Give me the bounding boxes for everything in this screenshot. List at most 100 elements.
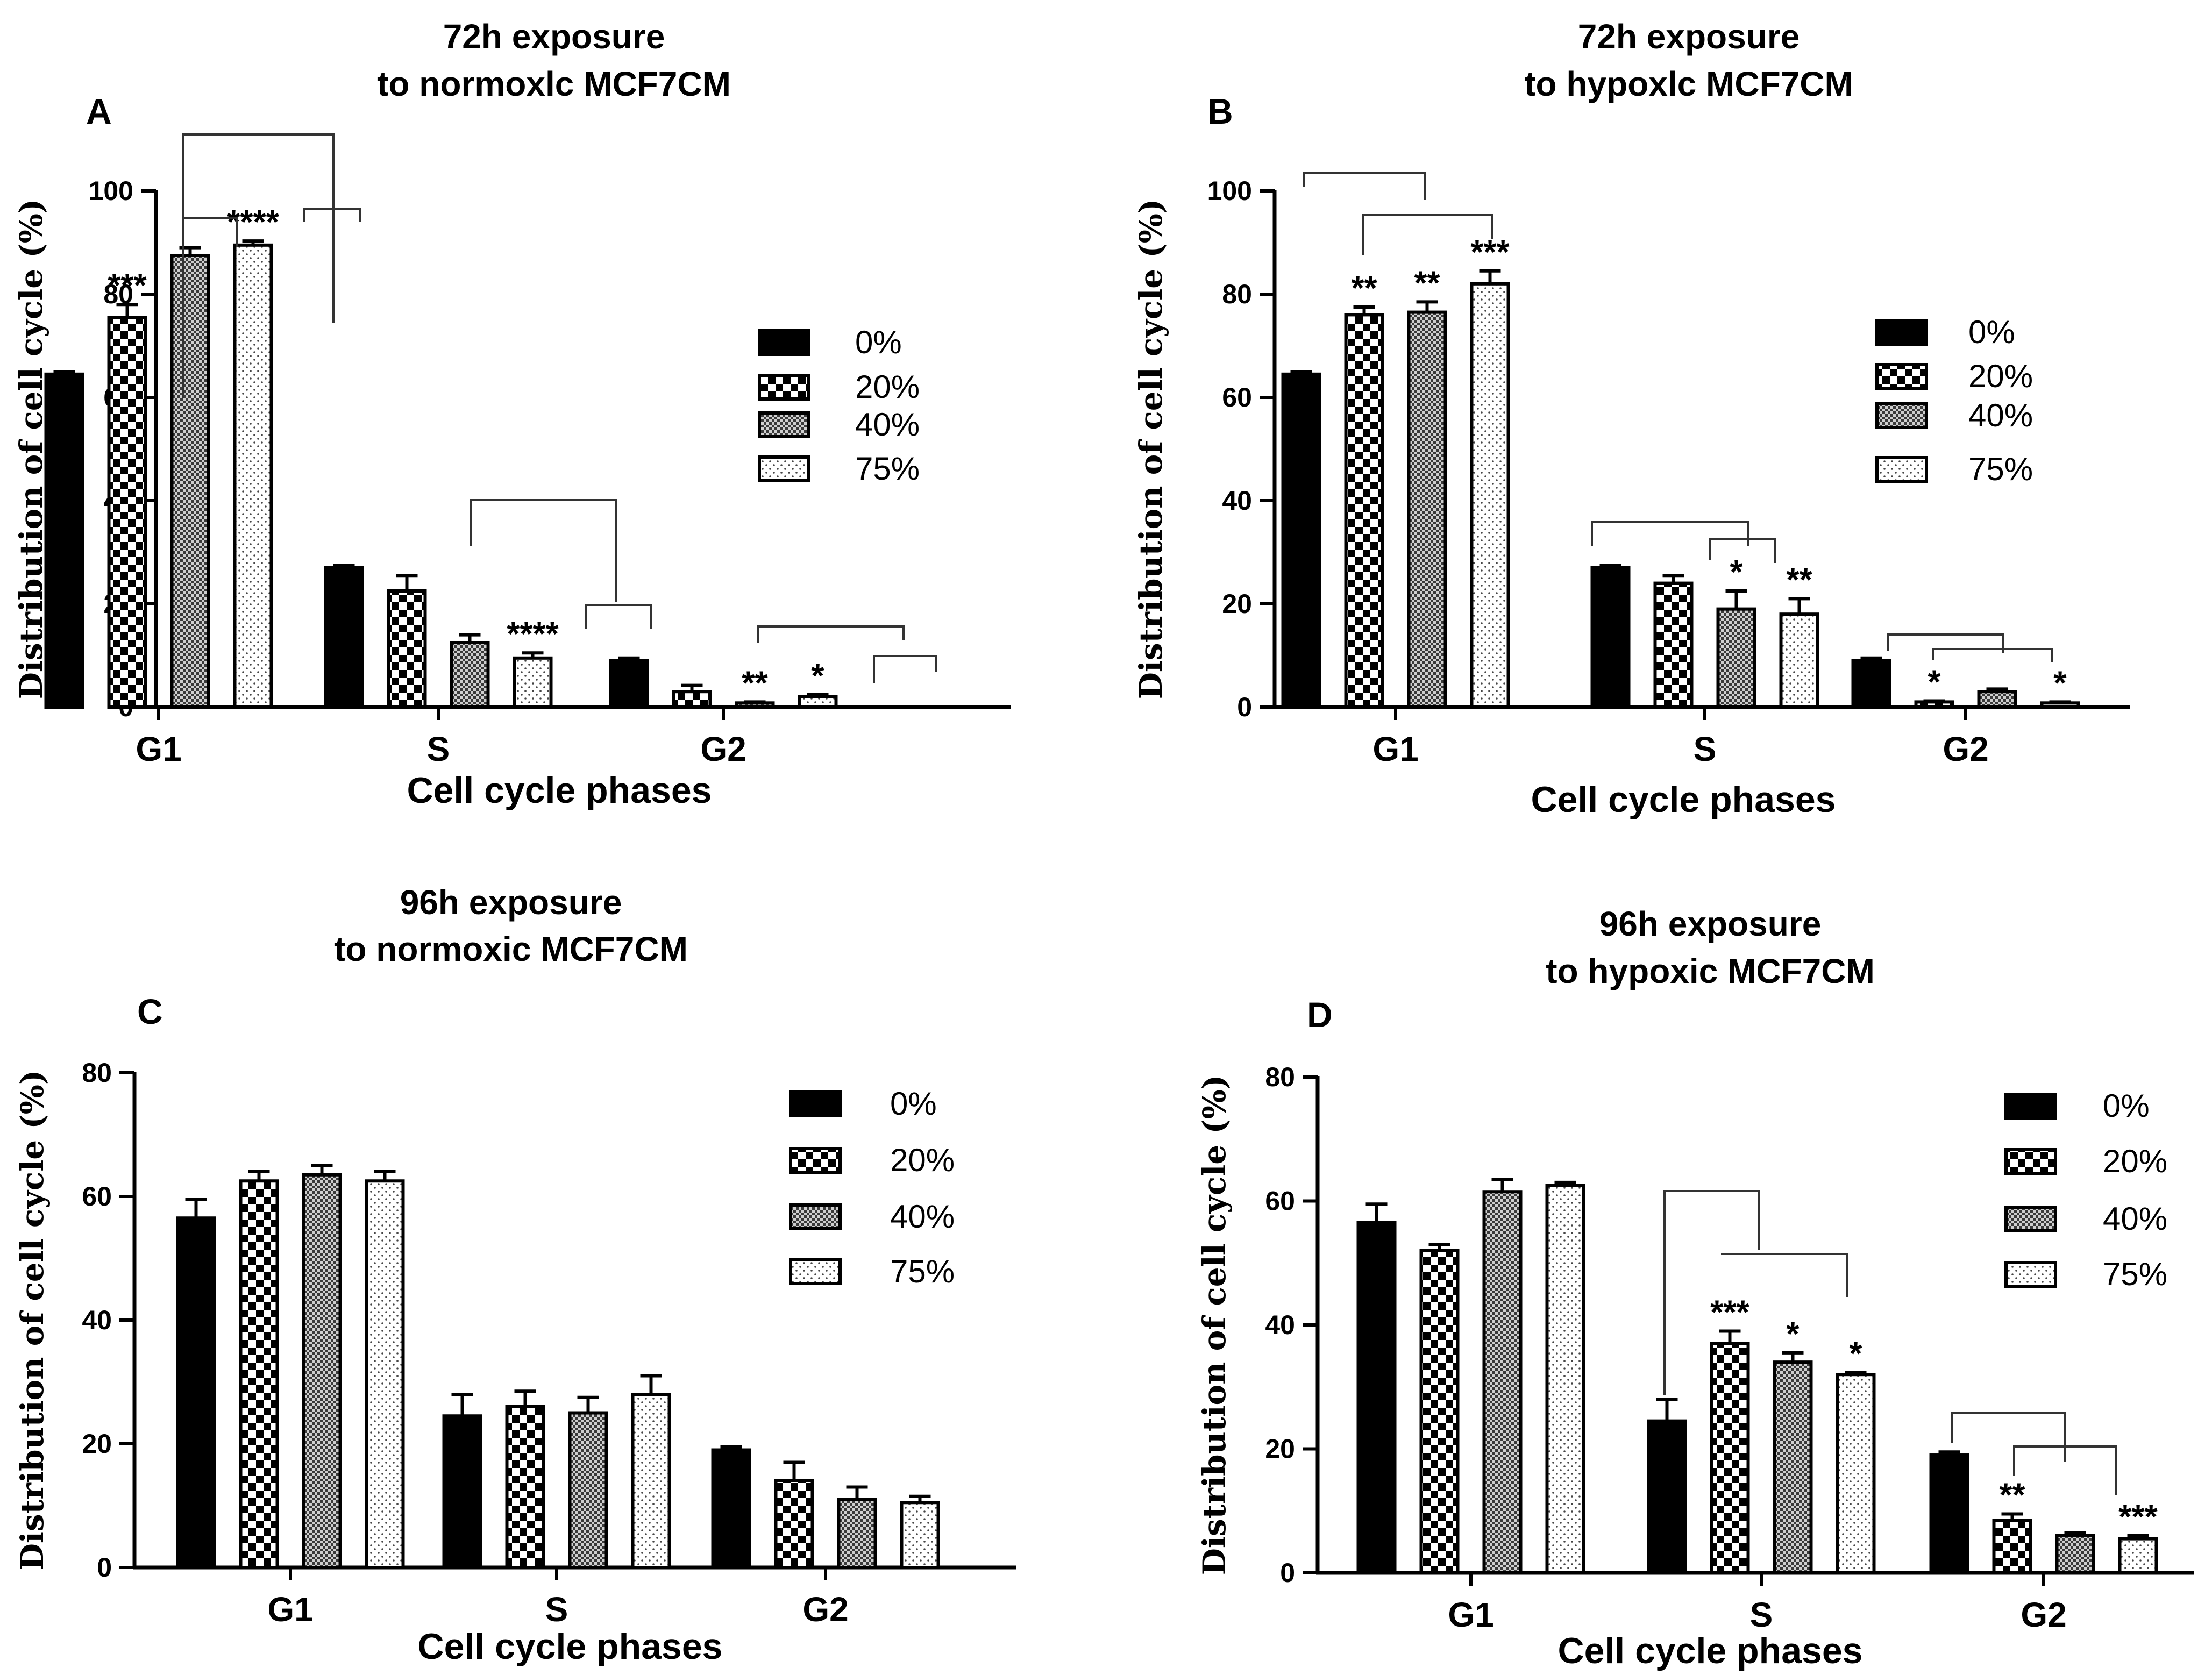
x-axis-label: Cell cycle phases (407, 770, 712, 811)
legend-swatch-0pct (1875, 319, 1928, 346)
x-tick-label: S (1750, 1595, 1773, 1634)
legend-label: 40% (890, 1199, 955, 1235)
y-tick-label: 80 (82, 1058, 112, 1088)
chart-title-line: to normoxlc MCF7CM (377, 65, 731, 103)
bar-20pct-g2 (1992, 1519, 2032, 1575)
x-tick-label: S (545, 1590, 568, 1629)
bar-20pct-s (505, 1405, 545, 1569)
bar-40pct-s (1773, 1360, 1813, 1574)
x-tick-label: G1 (1448, 1595, 1493, 1634)
bar-0pct-g1 (176, 1216, 216, 1569)
bar-40pct-g1 (170, 254, 210, 709)
comparison-bracket (873, 655, 937, 683)
legend-label: 20% (855, 369, 920, 405)
bar-75pct-g2 (900, 1501, 940, 1569)
x-axis-label: Cell cycle phases (417, 1626, 722, 1667)
bar-75pct-g2 (2040, 701, 2080, 709)
y-tick-label: 0 (97, 1552, 112, 1583)
y-tick-label: 20 (1222, 589, 1252, 619)
y-axis-label: Distribution of cell cycle (%) (14, 1070, 51, 1571)
bar-40pct-s (450, 641, 490, 709)
y-axis-label: Distribution of cell cycle (%) (13, 199, 49, 700)
x-tick-label: G1 (136, 730, 181, 768)
y-tick-label: 100 (89, 176, 133, 206)
bar-20pct-g2 (774, 1479, 814, 1569)
legend-swatch-75pct (758, 455, 810, 482)
comparison-bracket (1932, 648, 2053, 662)
comparison-bracket (1951, 1412, 2066, 1462)
comparison-bracket (1303, 172, 1426, 200)
legend-label: 0% (855, 324, 902, 360)
chart-title-line: to hypoxlc MCF7CM (1524, 65, 1853, 103)
x-axis-label: Cell cycle phases (1531, 779, 1836, 820)
bar-40pct-g2 (837, 1498, 877, 1569)
bar-20pct-s (1653, 581, 1694, 709)
significance-marker: *** (1710, 1294, 1749, 1331)
legend-label: 20% (1968, 358, 2033, 394)
chart-title-line: 72h exposure (443, 17, 665, 56)
legend: 0% 20%40% 75% (758, 324, 920, 487)
significance-marker: **** (227, 204, 279, 241)
bar-40pct-g2 (2055, 1534, 2095, 1575)
chart-title-line: 72h exposure (1578, 17, 1800, 56)
bar-75pct-s (631, 1393, 671, 1569)
significance-marker: ** (1999, 1477, 2025, 1514)
x-tick-label: G2 (802, 1590, 848, 1629)
x-tick-label: G2 (2021, 1595, 2066, 1634)
significance-marker: ** (1786, 561, 1812, 598)
x-axis-label: Cell cycle phases (1557, 1630, 1862, 1671)
bar-0pct-g1 (1356, 1221, 1397, 1574)
legend-label: 75% (1968, 451, 2033, 487)
y-axis-label: Distribution of cell cycle (%) (1133, 199, 1169, 700)
bar-20pct-g1 (1344, 313, 1384, 709)
comparison-bracket (182, 217, 238, 398)
bar-40pct-g1 (1482, 1190, 1523, 1574)
bar-40pct-g2 (1977, 690, 2017, 709)
legend-swatch-0pct (789, 1090, 842, 1117)
bar-20pct-s (1710, 1342, 1750, 1574)
bar-75pct-g1 (1545, 1184, 1585, 1574)
comparison-bracket (470, 499, 617, 602)
significance-marker: *** (1470, 234, 1510, 271)
legend-swatch-0pct (2004, 1093, 2057, 1120)
bar-0pct-s (1590, 566, 1631, 709)
legend-label: 0% (2103, 1088, 2150, 1124)
legend-label: 75% (890, 1253, 955, 1289)
comparison-bracket (2013, 1445, 2117, 1495)
significance-marker: * (1786, 1316, 1800, 1353)
bar-75pct-s (1779, 612, 1819, 709)
legend-swatch-20pct (758, 374, 810, 401)
x-tick-label: G2 (1943, 730, 1988, 768)
legend-label: 40% (855, 407, 920, 443)
bar-75pct-g1 (1470, 282, 1510, 709)
bar-40pct-g1 (302, 1173, 342, 1569)
comparison-bracket (1887, 633, 2004, 653)
x-tick-label: G1 (267, 1590, 313, 1629)
y-tick-label: 80 (1265, 1062, 1295, 1092)
bar-0pct-g1 (44, 372, 84, 709)
significance-marker: * (1849, 1336, 1862, 1373)
bar-40pct-s (1716, 607, 1756, 709)
chart-panel-b: 72h exposure to hypoxlc MCF7CM B 0 20 40 60 80 1… (1133, 17, 2130, 820)
legend-swatch-20pct (1875, 363, 1928, 390)
legend-label: 20% (890, 1142, 955, 1178)
chart-title-line: to hypoxic MCF7CM (1546, 952, 1875, 990)
significance-marker: ** (1414, 265, 1440, 302)
bar-40pct-g1 (1407, 310, 1447, 709)
bar-0pct-g2 (1929, 1453, 1969, 1574)
bar-20pct-g1 (107, 316, 147, 709)
y-tick-label: 40 (1265, 1310, 1295, 1340)
significance-marker: * (2053, 665, 2067, 702)
comparison-bracket (585, 604, 652, 629)
y-tick-label: 40 (1222, 486, 1252, 516)
significance-marker: * (1928, 664, 1941, 701)
legend-label: 40% (1968, 397, 2033, 433)
bar-0pct-g2 (711, 1448, 751, 1569)
y-tick-label: 80 (1222, 279, 1252, 309)
legend-swatch-40pct (758, 411, 810, 438)
bar-75pct-s (513, 656, 553, 709)
bar-20pct-s (387, 589, 427, 709)
x-tick-label: G2 (700, 730, 746, 768)
significance-marker: * (811, 658, 824, 695)
